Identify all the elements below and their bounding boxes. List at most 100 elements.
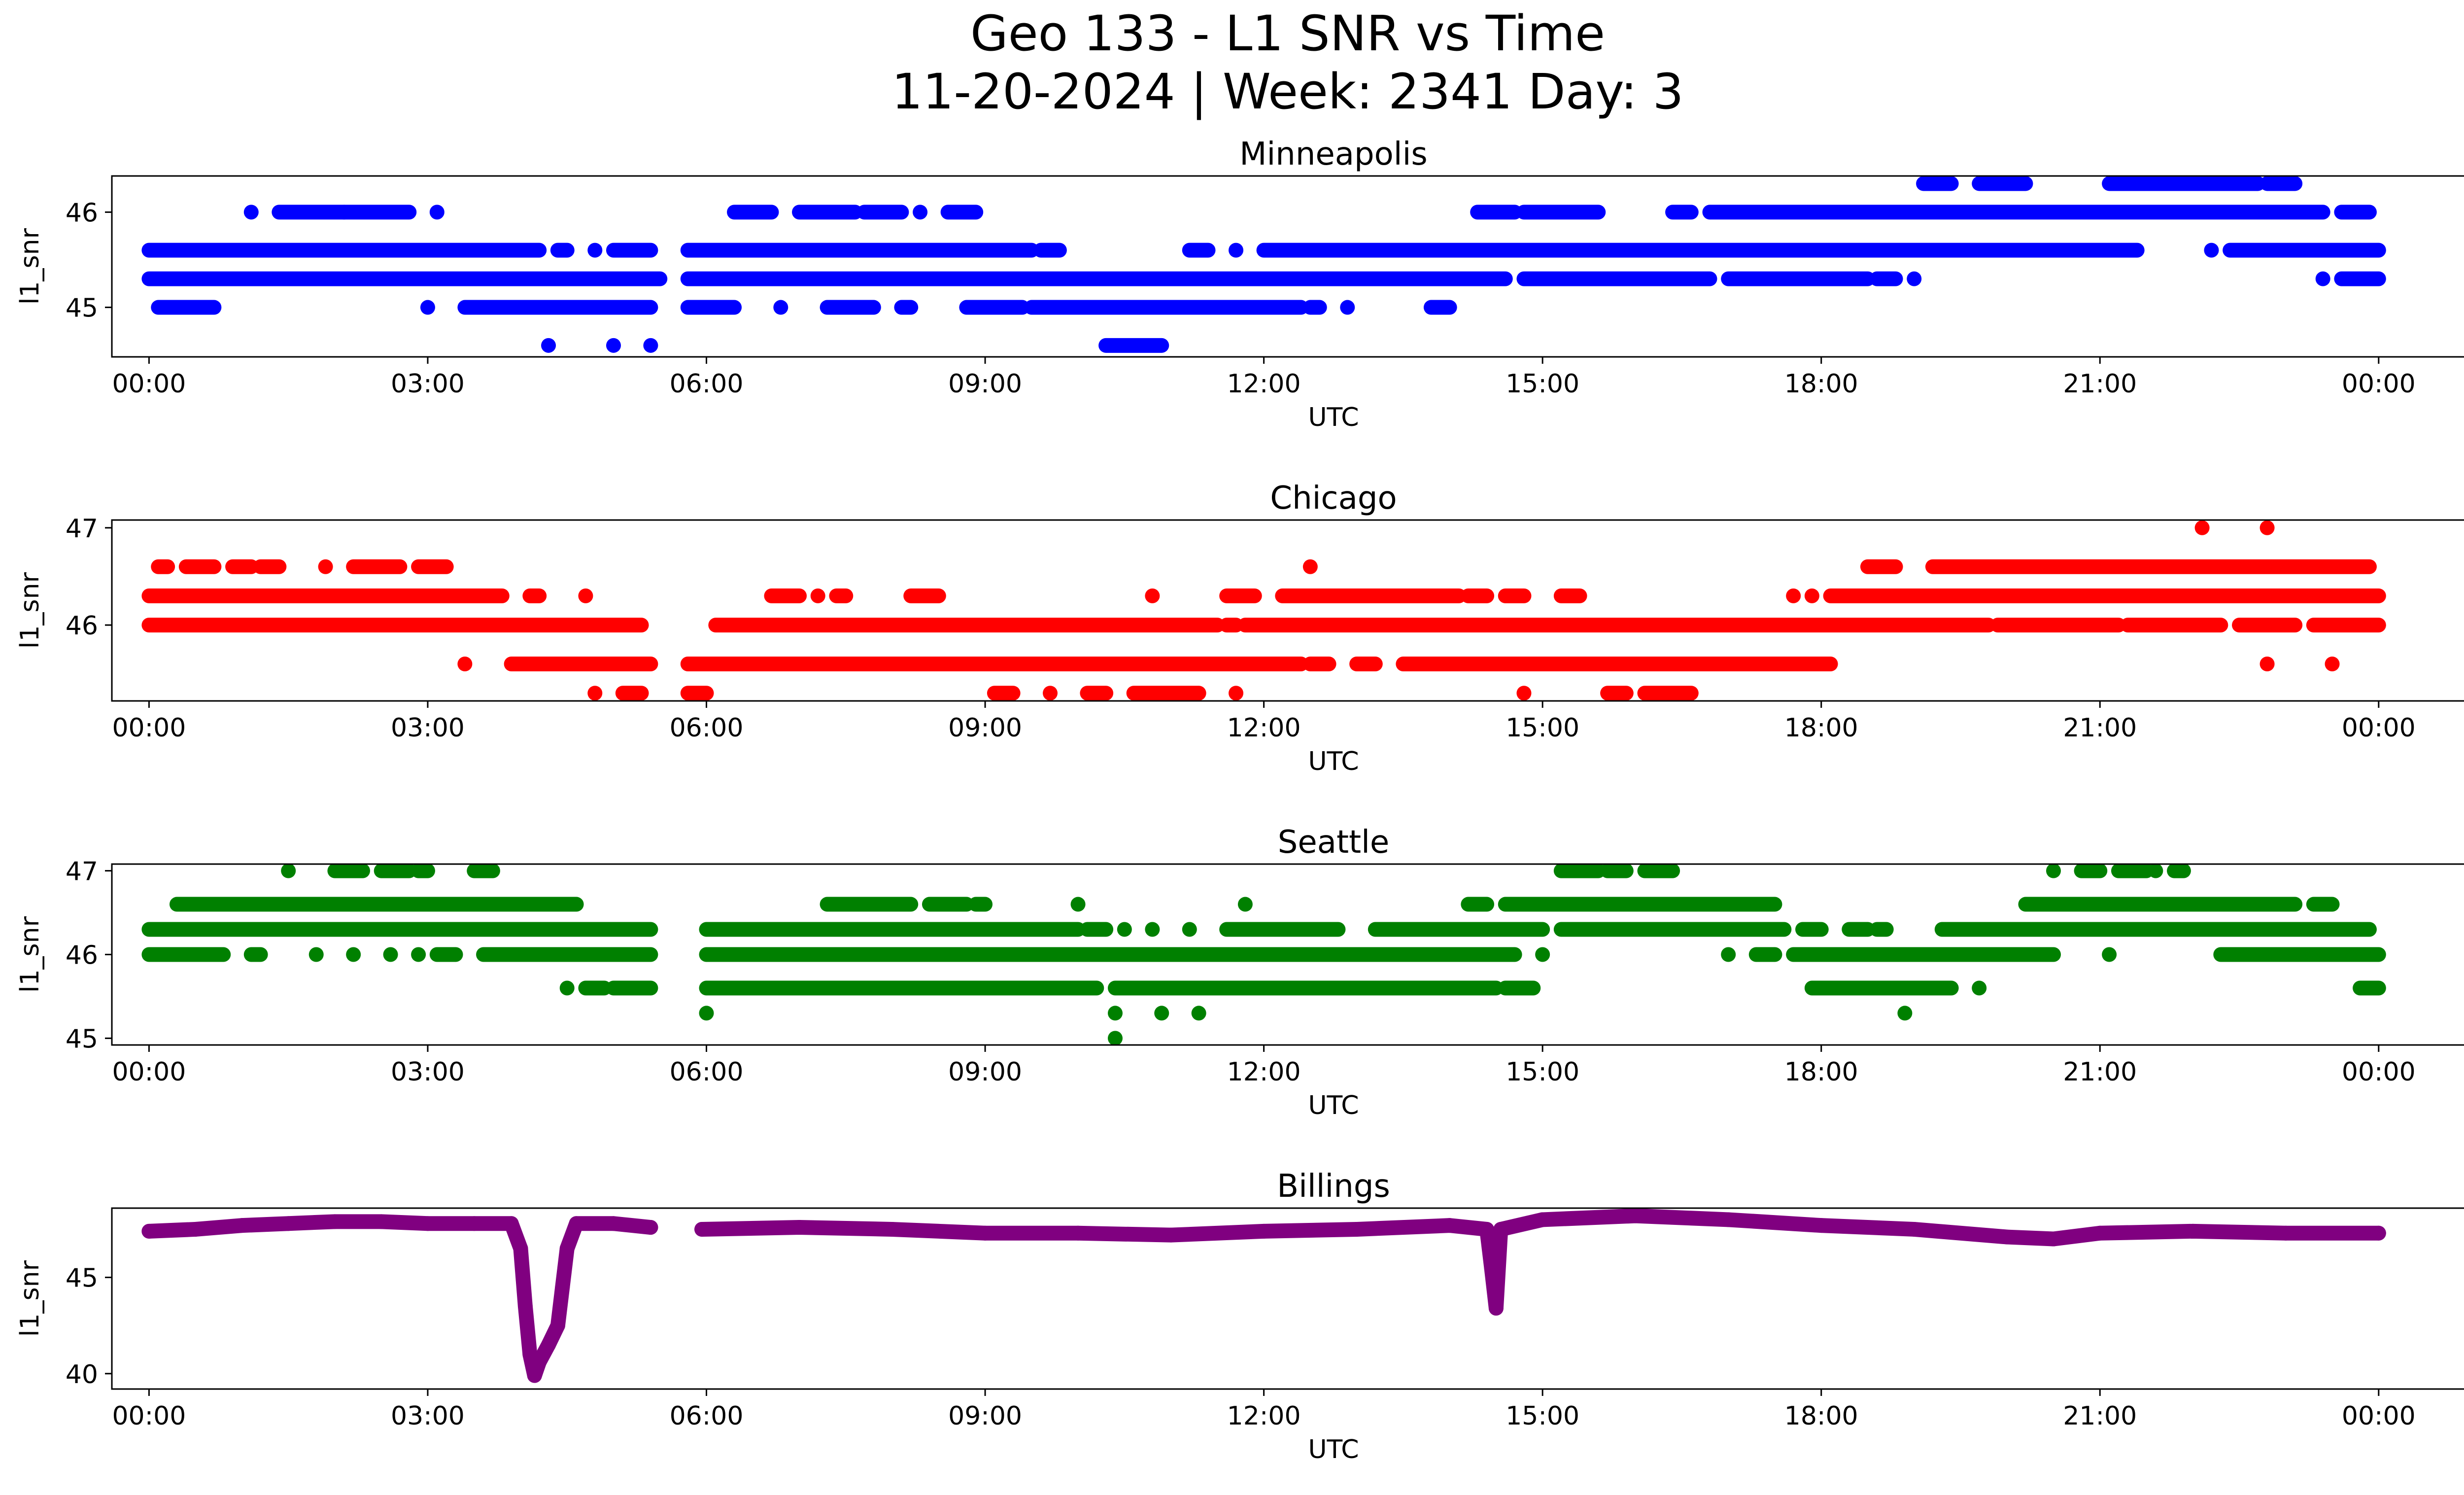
- data-point: [1182, 922, 1197, 937]
- data-point: [2046, 864, 2061, 878]
- data-point: [1070, 897, 1086, 912]
- data-point: [559, 1241, 575, 1256]
- x-tick-label: 18:00: [1784, 369, 1858, 399]
- data-point: [694, 1221, 710, 1237]
- x-tick-label: 03:00: [391, 369, 465, 399]
- data-point: [467, 1216, 482, 1231]
- x-tick-label: 12:00: [1227, 1057, 1301, 1087]
- data-point: [2194, 520, 2210, 535]
- data-point: [587, 686, 603, 701]
- data-points: [141, 520, 2386, 701]
- subplot-title: Seattle: [1278, 824, 1390, 861]
- x-tick-label: 12:00: [1227, 1401, 1301, 1431]
- data-point: [1349, 1221, 1365, 1237]
- x-tick-label: 12:00: [1227, 369, 1301, 399]
- data-point: [1145, 588, 1160, 603]
- data-point: [1340, 300, 1355, 315]
- data-point: [1484, 1260, 1499, 1276]
- x-axis: 00:00 03:00 06:00 09:00 12:00 15:00 18:00 21:00…: [112, 1389, 2416, 1431]
- data-point: [1256, 1223, 1271, 1239]
- x-tick-label: 03:00: [391, 1401, 465, 1431]
- data-point: [2325, 657, 2340, 672]
- x-tick-label: 00:00: [112, 1057, 186, 1087]
- axes-frame: [111, 519, 2464, 702]
- data-point: [2102, 947, 2117, 962]
- data-point: [1107, 1006, 1123, 1021]
- x-tick-label: 15:00: [1506, 369, 1579, 399]
- x-tick-label: 00:00: [2342, 1057, 2416, 1087]
- x-axis: 00:00 03:00 06:00 09:00 12:00 15:00 18:00 21:00…: [112, 1045, 2416, 1087]
- y-axis-label: l1_snr: [15, 916, 45, 993]
- data-point: [2278, 1225, 2293, 1241]
- x-tick-label: 09:00: [948, 713, 1022, 743]
- data-point: [1164, 1227, 1179, 1243]
- x-tick-label: 00:00: [2342, 369, 2416, 399]
- data-point: [2259, 520, 2275, 535]
- data-point: [346, 947, 361, 962]
- data-point: [550, 1318, 565, 1333]
- y-axis: 46 47: [66, 514, 112, 641]
- axes-frame: [111, 175, 2464, 358]
- data-point: [457, 657, 473, 672]
- data-point: [2204, 243, 2219, 258]
- data-point: [1535, 1212, 1550, 1227]
- y-tick-label: 47: [66, 514, 98, 544]
- data-point: [141, 1223, 157, 1239]
- data-point: [1117, 922, 1132, 937]
- data-point: [1628, 1208, 1643, 1223]
- data-point: [513, 1241, 528, 1256]
- data-point: [1786, 588, 1801, 603]
- data-point: [2185, 1223, 2200, 1239]
- data-point: [1907, 1221, 1922, 1237]
- y-tick-label: 46: [66, 611, 98, 641]
- data-point: [2315, 271, 2330, 286]
- x-tick-label: 12:00: [1227, 713, 1301, 743]
- data-point: [1999, 1229, 2015, 1245]
- data-point: [587, 243, 603, 258]
- x-tick-label: 18:00: [1784, 713, 1858, 743]
- data-point: [1043, 686, 1058, 701]
- y-tick-label: 47: [66, 857, 98, 887]
- x-tick-label: 00:00: [2342, 1401, 2416, 1431]
- subplot-chicago: Chicago 00:00 03:00 06:00 09:00 12:00 15:00 18:…: [15, 480, 2464, 776]
- data-point: [1070, 1225, 1086, 1241]
- data-point: [281, 1216, 296, 1231]
- x-axis-label: UTC: [1308, 1091, 1359, 1120]
- x-tick-label: 06:00: [670, 369, 744, 399]
- data-point: [1237, 897, 1253, 912]
- x-tick-label: 00:00: [112, 1401, 186, 1431]
- data-point: [643, 338, 658, 353]
- data-point: [1493, 1221, 1508, 1237]
- data-point: [527, 1368, 542, 1383]
- x-axis-label: UTC: [1308, 747, 1359, 776]
- data-point: [1479, 1221, 1495, 1237]
- subplot-seattle: Seattle 00:00 03:00 06:00 09:00 12:00 15:00 18:…: [15, 824, 2464, 1120]
- data-point: [1516, 686, 1532, 701]
- data-point: [1488, 1301, 1504, 1316]
- y-tick-label: 45: [66, 294, 98, 323]
- data-point: [1804, 588, 1819, 603]
- data-point: [2259, 657, 2275, 672]
- x-tick-label: 09:00: [948, 1057, 1022, 1087]
- y-axis-label: l1_snr: [15, 572, 45, 649]
- data-point: [243, 205, 259, 220]
- subplot-title: Chicago: [1270, 480, 1397, 517]
- x-tick-label: 09:00: [948, 1401, 1022, 1431]
- data-points: [141, 1208, 2386, 1383]
- x-axis: 00:00 03:00 06:00 09:00 12:00 15:00 18:00 21:00…: [112, 357, 2416, 399]
- data-point: [1107, 1031, 1123, 1045]
- data-point: [1972, 980, 1987, 996]
- y-axis-label: l1_snr: [15, 1260, 45, 1337]
- x-axis: 00:00 03:00 06:00 09:00 12:00 15:00 18:00 21:00…: [112, 701, 2416, 743]
- data-point: [643, 1220, 658, 1235]
- data-point: [2092, 1225, 2108, 1241]
- data-point: [792, 1220, 807, 1235]
- data-point: [188, 1221, 203, 1237]
- y-tick-label: 45: [66, 1264, 98, 1293]
- data-point: [1907, 271, 1922, 286]
- x-tick-label: 18:00: [1784, 1057, 1858, 1087]
- x-tick-label: 15:00: [1506, 713, 1579, 743]
- data-point: [1154, 1006, 1169, 1021]
